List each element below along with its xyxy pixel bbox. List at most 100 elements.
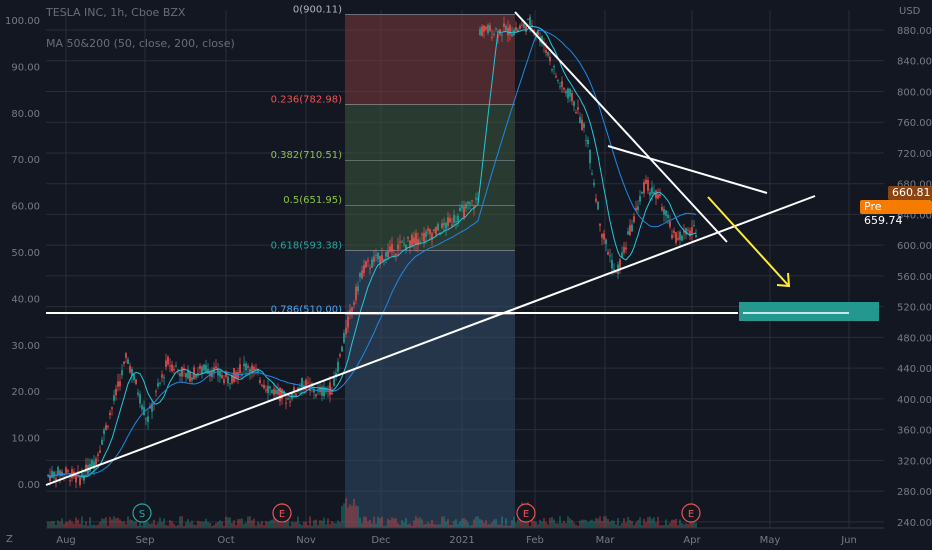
volume-bar — [489, 524, 491, 528]
candle-body — [505, 25, 507, 31]
earnings-marker[interactable] — [272, 503, 292, 523]
event-marker-letter: S — [139, 509, 145, 520]
candle-body — [487, 24, 489, 34]
candle-body — [677, 238, 679, 240]
volume-bar — [237, 519, 239, 528]
currency-label: USD — [899, 6, 921, 17]
volume-bar — [397, 523, 399, 528]
volume-bar — [265, 520, 267, 528]
candle-body — [517, 29, 519, 33]
volume-bar — [497, 524, 499, 528]
volume-bar — [205, 518, 207, 528]
volume-bar — [275, 516, 277, 528]
volume-bar — [669, 522, 671, 528]
candle-body — [101, 439, 103, 445]
candle-body — [463, 206, 465, 218]
candle-body — [265, 389, 267, 391]
earnings-marker[interactable] — [516, 503, 536, 523]
candle-body — [105, 424, 107, 431]
volume-bar — [203, 521, 205, 528]
candle-body — [337, 361, 339, 372]
volume-bar — [195, 524, 197, 528]
volume-bar — [487, 524, 489, 528]
candle-body — [341, 346, 343, 352]
volume-bar — [61, 518, 63, 528]
candle-body — [107, 426, 109, 428]
earnings-marker[interactable] — [681, 503, 701, 523]
candle-body — [373, 256, 375, 262]
zoom-corner-label[interactable]: Z — [6, 534, 13, 545]
candle-body — [493, 33, 495, 35]
trend-drawings[interactable] — [45, 11, 879, 486]
candle-body — [649, 192, 651, 196]
volume-bar — [293, 522, 295, 528]
candle-body — [223, 379, 225, 384]
candle-body — [277, 390, 279, 395]
candle-body — [683, 230, 685, 233]
left-axis-tick: 60.00 — [11, 202, 40, 213]
volume-bar — [373, 516, 375, 528]
candle-body — [93, 461, 95, 469]
projection-arrow-shaft[interactable] — [707, 196, 789, 286]
candle-body — [575, 112, 577, 114]
fibonacci-retracement[interactable]: 0(900.11) 0.236(782.98) 0.382(710.51) 0.5(6… — [271, 5, 515, 528]
candle-body — [451, 224, 453, 227]
target-box[interactable] — [739, 302, 879, 321]
volume-bar — [683, 524, 685, 528]
volume-bar — [283, 518, 285, 528]
candle-body — [431, 233, 433, 240]
candle-body — [111, 407, 113, 409]
wedge-upper-line[interactable] — [607, 145, 768, 194]
candle-body — [251, 365, 253, 373]
volume-bar — [123, 521, 125, 528]
volume-bar — [359, 517, 361, 528]
volume-bar — [127, 516, 129, 528]
candle-body — [275, 389, 277, 394]
downtrend-line[interactable] — [514, 11, 728, 243]
volume-bar — [425, 524, 427, 528]
right-axis-tick: 440.00 — [897, 364, 932, 375]
candle-body — [253, 366, 255, 371]
candle-body — [595, 198, 597, 202]
volume-bar — [573, 522, 575, 528]
right-axis-tick: 240.00 — [897, 518, 932, 529]
volume-bar — [367, 521, 369, 528]
volume-bar — [591, 519, 593, 528]
candle-body — [309, 384, 311, 391]
right-axis-tick: 520.00 — [897, 303, 932, 314]
volume-bar — [135, 521, 137, 528]
candle-body — [357, 286, 359, 292]
volume-bar — [585, 520, 587, 528]
volume-bar — [471, 524, 473, 528]
fib-zone — [345, 398, 515, 528]
candle-body — [331, 392, 333, 395]
candle-body — [469, 202, 471, 204]
volume-bar — [557, 523, 559, 528]
candle-body — [349, 309, 351, 313]
candle-body — [647, 179, 649, 191]
volume-bar — [575, 524, 577, 528]
candle-body — [237, 372, 239, 379]
candle-body — [695, 235, 697, 238]
volume-bar — [215, 522, 217, 528]
candle-body — [95, 458, 97, 465]
candle-body — [553, 66, 555, 68]
candle-body — [317, 388, 319, 390]
event-marker-letter: E — [279, 509, 285, 520]
candle-body — [393, 256, 395, 258]
volume-bar — [241, 518, 243, 528]
candle-body — [653, 191, 655, 194]
volume-bar — [459, 521, 461, 528]
split-marker[interactable] — [132, 503, 152, 523]
candle-body — [491, 36, 493, 38]
long-uptrend-line[interactable] — [45, 195, 816, 486]
volume-bar — [147, 522, 149, 528]
candle-body — [231, 374, 233, 384]
candle-body — [375, 255, 377, 257]
volume-bar — [243, 523, 245, 528]
candle-body — [625, 247, 627, 250]
volume-bar — [189, 522, 191, 528]
volume-bar — [637, 520, 639, 528]
